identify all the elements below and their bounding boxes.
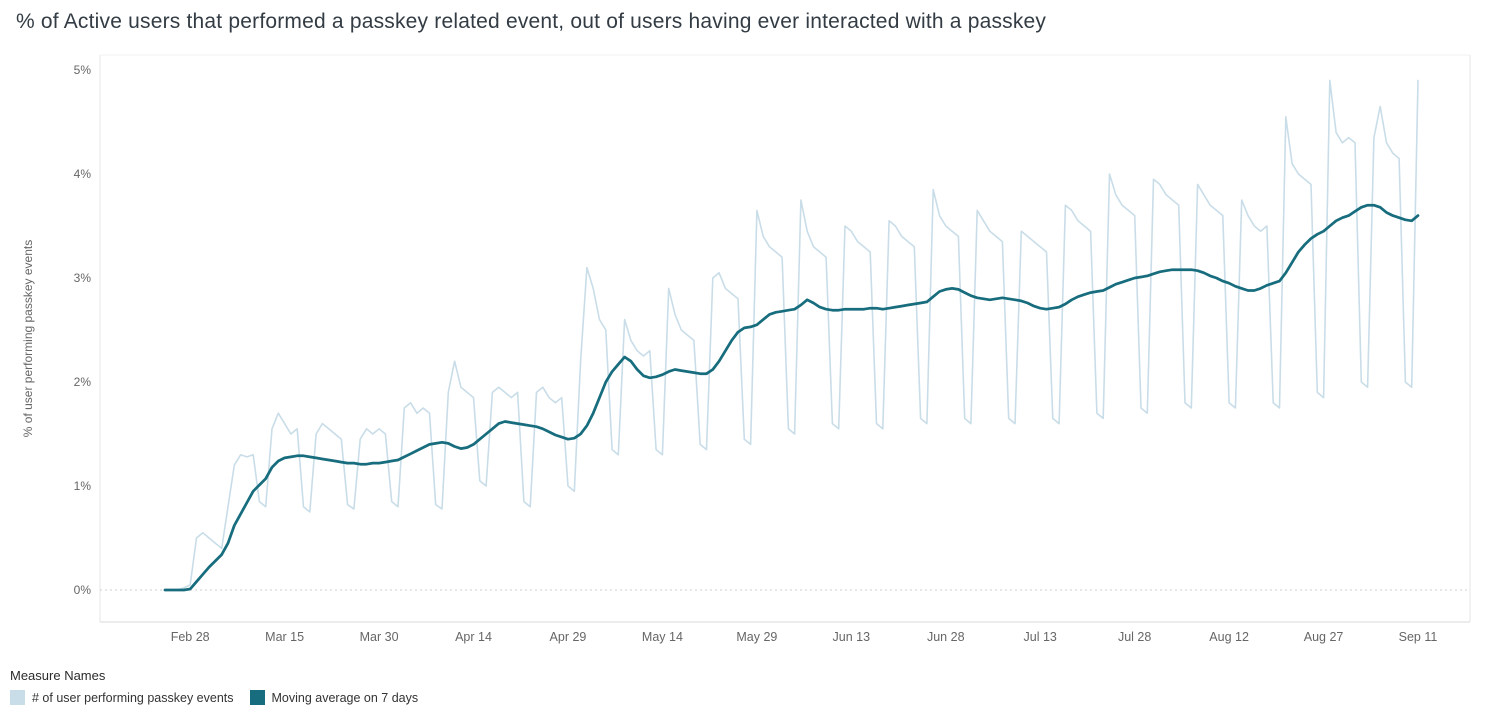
x-tick-label: Mar 30 bbox=[360, 630, 399, 644]
x-tick-label: Apr 29 bbox=[550, 630, 587, 644]
moving-average-line[interactable] bbox=[163, 203, 1420, 592]
y-tick-label: 2% bbox=[74, 375, 92, 389]
measure-legend: Measure Names # of user performing passk… bbox=[10, 668, 434, 705]
y-tick-label: 1% bbox=[74, 479, 92, 493]
legend-item-daily-series[interactable]: # of user performing passkey events bbox=[10, 690, 234, 705]
moving-average-swatch-icon bbox=[249, 690, 265, 705]
x-tick-label: Aug 12 bbox=[1209, 630, 1249, 644]
legend-item-label: # of user performing passkey events bbox=[32, 690, 234, 705]
y-tick-label: 4% bbox=[74, 167, 92, 181]
x-tick-label: May 14 bbox=[642, 630, 683, 644]
daily-series-line[interactable] bbox=[164, 79, 1419, 591]
daily-series-swatch-icon bbox=[10, 690, 25, 705]
x-tick-label: Feb 28 bbox=[171, 630, 210, 644]
x-tick-label: Mar 15 bbox=[265, 630, 304, 644]
y-axis-title: % of user performing passkey events bbox=[21, 240, 35, 437]
x-tick-label: Apr 14 bbox=[455, 630, 492, 644]
x-tick-label: Aug 27 bbox=[1304, 630, 1344, 644]
y-tick-label: 5% bbox=[74, 63, 92, 77]
legend-item-moving-average[interactable]: Moving average on 7 days bbox=[249, 690, 419, 705]
x-tick-label: Sep 11 bbox=[1399, 630, 1438, 644]
x-tick-label: Jul 13 bbox=[1024, 630, 1057, 644]
x-tick-label: May 29 bbox=[736, 630, 777, 644]
x-tick-label: Jun 13 bbox=[833, 630, 871, 644]
legend-row: # of user performing passkey events Movi… bbox=[10, 690, 434, 705]
chart-title: % of Active users that performed a passk… bbox=[16, 10, 1047, 33]
x-tick-label: Jul 28 bbox=[1118, 630, 1151, 644]
legend-title: Measure Names bbox=[10, 668, 106, 683]
y-tick-label: 0% bbox=[74, 583, 92, 597]
x-tick-label: Jun 28 bbox=[927, 630, 965, 644]
y-tick-label: 3% bbox=[74, 271, 92, 285]
legend-item-label: Moving average on 7 days bbox=[271, 690, 419, 705]
